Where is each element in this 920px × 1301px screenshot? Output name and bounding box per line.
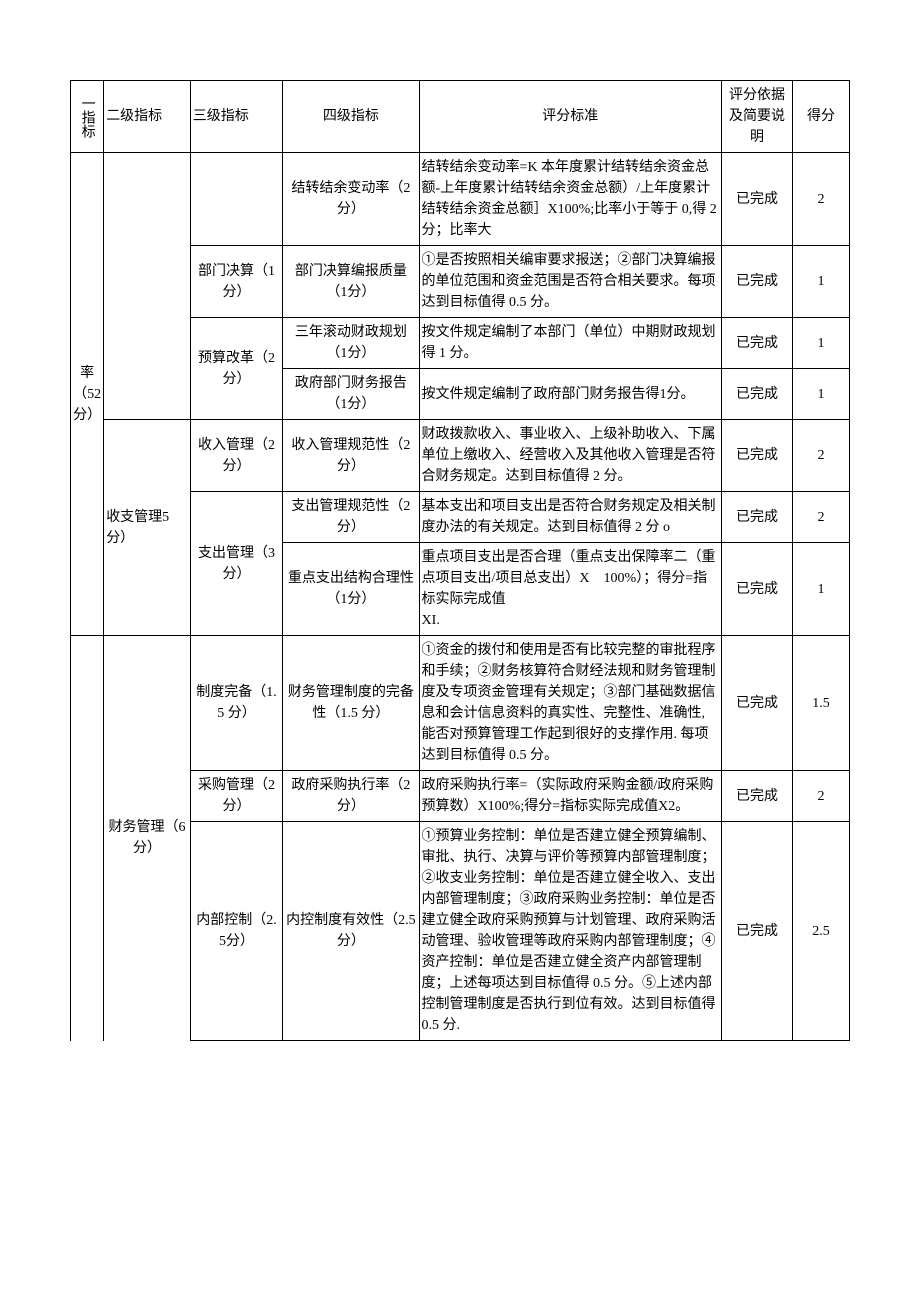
- score-cell: 2: [793, 492, 850, 543]
- l3-cell: 内部控制（2.5分）: [190, 822, 282, 1041]
- score-cell: 2.5: [793, 822, 850, 1041]
- std-cell: 按文件规定编制了本部门（单位）中期财政规划得 1 分。: [419, 318, 721, 369]
- l2-cell: 财务管理（6分）: [104, 636, 191, 1041]
- l3-cell: 预算改革（2分）: [190, 318, 282, 420]
- basis-cell: 已完成: [721, 636, 792, 771]
- l2-cell: 收支管理5 分）: [104, 420, 191, 636]
- header-l3: 三级指标: [190, 81, 282, 153]
- l4-cell: 收入管理规范性（2分）: [283, 420, 419, 492]
- basis-cell: 已完成: [721, 246, 792, 318]
- std-cell: 政府采购执行率=（实际政府采购金额/政府采购预算数）X100%;得分=指标实际完…: [419, 771, 721, 822]
- std-cell: ①是否按照相关编审要求报送；②部门决算编报的单位范围和资金范围是否符合相关要求。…: [419, 246, 721, 318]
- std-cell: 财政拨款收入、事业收入、上级补助收入、下属单位上缴收入、经营收入及其他收入管理是…: [419, 420, 721, 492]
- l3-cell: 部门决算（1分）: [190, 246, 282, 318]
- l4-cell: 内控制度有效性（2.5 分）: [283, 822, 419, 1041]
- l3-cell: 支出管理（3分）: [190, 492, 282, 636]
- l3-cell: 采购管理（2分）: [190, 771, 282, 822]
- table-row: 财务管理（6分） 制度完备（1.5 分） 财务管理制度的完备性（1.5 分） ①…: [71, 636, 850, 771]
- header-l2: 二级指标: [104, 81, 191, 153]
- score-cell: 1: [793, 318, 850, 369]
- basis-cell: 已完成: [721, 369, 792, 420]
- score-cell: 2: [793, 771, 850, 822]
- table-row: 率（52分） 结转结余变动率（2分） 结转结余变动率=K 本年度累计结转结余资金…: [71, 153, 850, 246]
- l3-cell-empty: [190, 153, 282, 246]
- l4-cell: 政府采购执行率（2分）: [283, 771, 419, 822]
- std-cell: 结转结余变动率=K 本年度累计结转结余资金总额-上年度累计结转结余资金总额）/上…: [419, 153, 721, 246]
- basis-cell: 已完成: [721, 318, 792, 369]
- l3-cell: 制度完备（1.5 分）: [190, 636, 282, 771]
- score-cell: 1: [793, 246, 850, 318]
- l1-cell: 率（52分）: [71, 153, 104, 636]
- score-cell: 1: [793, 543, 850, 636]
- l4-cell: 结转结余变动率（2分）: [283, 153, 419, 246]
- l4-cell: 三年滚动财政规划（1分）: [283, 318, 419, 369]
- score-cell: 1.5: [793, 636, 850, 771]
- header-score: 得分: [793, 81, 850, 153]
- std-cell: 重点项目支出是否合理（重点支出保障率二（重点项目支出/项目总支出）X 100%）…: [419, 543, 721, 636]
- std-cell: ①资金的拨付和使用是否有比较完整的审批程序和手续；②财务核算符合财经法规和财务管…: [419, 636, 721, 771]
- l4-cell: 财务管理制度的完备性（1.5 分）: [283, 636, 419, 771]
- basis-cell: 已完成: [721, 153, 792, 246]
- l4-cell: 部门决算编报质量（1分）: [283, 246, 419, 318]
- basis-cell: 已完成: [721, 420, 792, 492]
- table-header-row: 一指标 二级指标 三级指标 四级指标 评分标准 评分依据及简要说明 得分: [71, 81, 850, 153]
- table-row: 收支管理5 分） 收入管理（2分） 收入管理规范性（2分） 财政拨款收入、事业收…: [71, 420, 850, 492]
- l4-cell: 政府部门财务报告（1分）: [283, 369, 419, 420]
- header-std: 评分标准: [419, 81, 721, 153]
- score-cell: 1: [793, 369, 850, 420]
- std-cell: 按文件规定编制了政府部门财务报告得1分。: [419, 369, 721, 420]
- l1-cell-empty: [71, 636, 104, 1041]
- basis-cell: 已完成: [721, 492, 792, 543]
- l4-cell: 支出管理规范性（2分）: [283, 492, 419, 543]
- score-cell: 2: [793, 420, 850, 492]
- header-l1: 一指标: [71, 81, 104, 153]
- std-cell: ①预算业务控制：单位是否建立健全预算编制、审批、执行、决算与评价等预算内部管理制…: [419, 822, 721, 1041]
- l4-cell: 重点支出结构合理性（1分）: [283, 543, 419, 636]
- header-basis: 评分依据及简要说明: [721, 81, 792, 153]
- std-cell: 基本支出和项目支出是否符合财务规定及相关制度办法的有关规定。达到目标值得 2 分…: [419, 492, 721, 543]
- l2-cell-empty: [104, 153, 191, 420]
- scoring-table: 一指标 二级指标 三级指标 四级指标 评分标准 评分依据及简要说明 得分 率（5…: [70, 80, 850, 1041]
- basis-cell: 已完成: [721, 543, 792, 636]
- l3-cell: 收入管理（2分）: [190, 420, 282, 492]
- basis-cell: 已完成: [721, 771, 792, 822]
- header-l4: 四级指标: [283, 81, 419, 153]
- score-cell: 2: [793, 153, 850, 246]
- basis-cell: 已完成: [721, 822, 792, 1041]
